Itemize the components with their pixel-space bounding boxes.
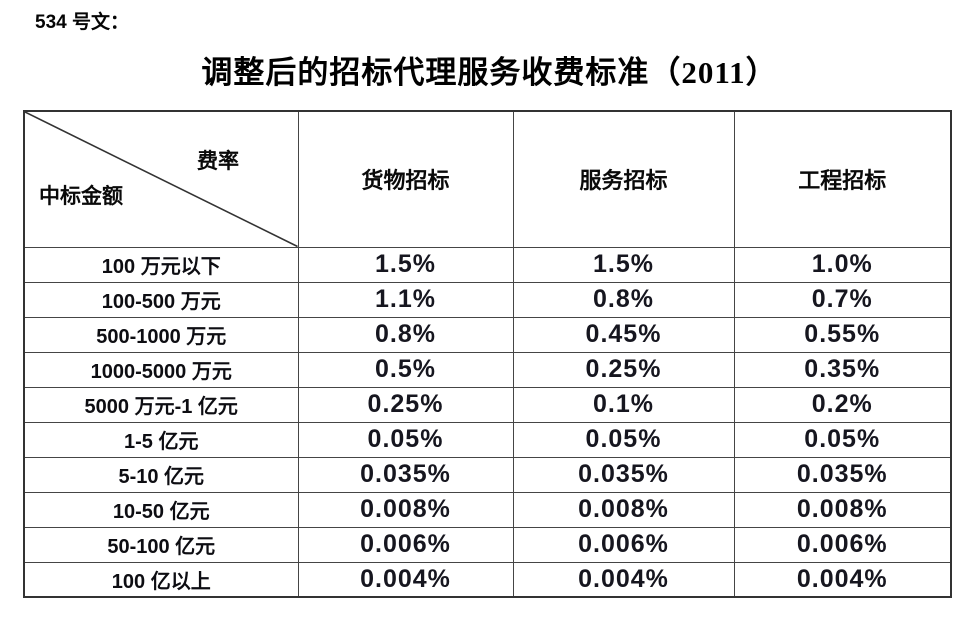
fee-value: 0.035% [297,456,514,493]
row-label: 50-100 亿元 [23,526,299,563]
column-header-services: 服务招标 [512,110,735,248]
row-label: 1-5 亿元 [23,421,299,458]
fee-value: 0.008% [297,491,514,528]
fee-value: 0.25% [512,351,735,388]
fee-value: 0.006% [297,526,514,563]
fee-value: 0.45% [512,316,735,353]
corner-label-rate: 费率 [197,149,239,173]
corner-header-cell: 费率 中标金额 [23,110,299,248]
column-header-engineering: 工程招标 [733,110,952,248]
doc-number-label: 534 号文： [35,12,129,33]
fee-value: 0.035% [733,456,952,493]
fee-value: 0.035% [512,456,735,493]
fee-value: 0.006% [733,526,952,563]
fee-value: 0.05% [733,421,952,458]
page-title: 调整后的招标代理服务收费标准（2011） [201,55,778,90]
fee-value: 0.05% [297,421,514,458]
table-row: 100-500 万元 1.1% 0.8% 0.7% [23,281,952,318]
table-row: 100 万元以下 1.5% 1.5% 1.0% [23,246,952,283]
fee-value: 0.8% [297,316,514,353]
row-label: 100 亿以上 [23,561,299,598]
fee-value: 0.006% [512,526,735,563]
fee-value: 0.008% [733,491,952,528]
fee-value: 1.5% [512,246,735,283]
fee-value: 0.1% [512,386,735,423]
table-row: 500-1000 万元 0.8% 0.45% 0.55% [23,316,952,353]
row-label: 10-50 亿元 [23,491,299,528]
fee-value: 0.004% [733,561,952,598]
row-label: 100-500 万元 [23,281,299,318]
row-label: 100 万元以下 [23,246,299,283]
fee-value: 0.25% [297,386,514,423]
fee-standard-table: 费率 中标金额 货物招标 服务招标 工程招标 100 万元以下 1.5% 1.5… [23,110,952,598]
row-label: 5-10 亿元 [23,456,299,493]
fee-value: 0.35% [733,351,952,388]
column-header-goods: 货物招标 [297,110,514,248]
table-row: 1-5 亿元 0.05% 0.05% 0.05% [23,421,952,458]
fee-value: 0.004% [297,561,514,598]
fee-value: 0.008% [512,491,735,528]
fee-value: 0.2% [733,386,952,423]
row-label: 5000 万元-1 亿元 [23,386,299,423]
table-row: 1000-5000 万元 0.5% 0.25% 0.35% [23,351,952,388]
table-header-row: 费率 中标金额 货物招标 服务招标 工程招标 [23,110,952,248]
row-label: 500-1000 万元 [23,316,299,353]
table-row: 50-100 亿元 0.006% 0.006% 0.006% [23,526,952,563]
table-row: 100 亿以上 0.004% 0.004% 0.004% [23,561,952,598]
table-row: 5000 万元-1 亿元 0.25% 0.1% 0.2% [23,386,952,423]
fee-value: 0.8% [512,281,735,318]
fee-value: 0.5% [297,351,514,388]
fee-value: 0.05% [512,421,735,458]
table-row: 5-10 亿元 0.035% 0.035% 0.035% [23,456,952,493]
row-label: 1000-5000 万元 [23,351,299,388]
fee-value: 0.7% [733,281,952,318]
fee-value: 1.5% [297,246,514,283]
fee-value: 0.55% [733,316,952,353]
fee-value: 1.0% [733,246,952,283]
fee-value: 1.1% [297,281,514,318]
fee-value: 0.004% [512,561,735,598]
table-row: 10-50 亿元 0.008% 0.008% 0.008% [23,491,952,528]
corner-label-award-amount: 中标金额 [39,184,123,208]
diagonal-divider-line [25,112,298,247]
